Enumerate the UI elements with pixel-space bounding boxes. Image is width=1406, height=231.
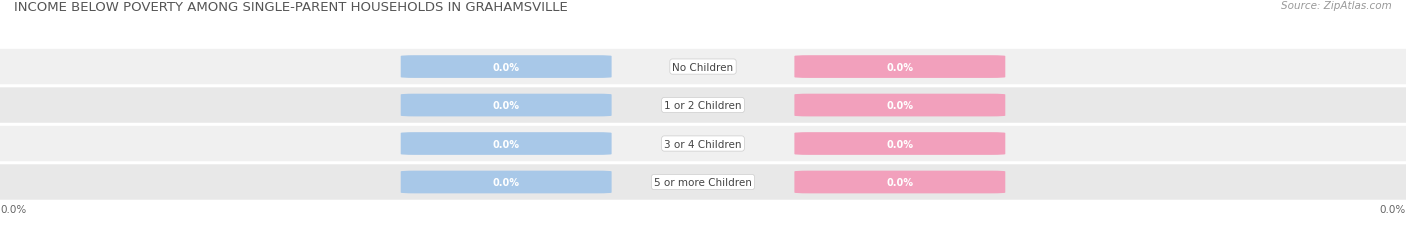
Text: 0.0%: 0.0%	[886, 177, 914, 187]
Text: 0.0%: 0.0%	[492, 177, 520, 187]
Text: Source: ZipAtlas.com: Source: ZipAtlas.com	[1281, 1, 1392, 11]
Text: 0.0%: 0.0%	[886, 101, 914, 111]
Text: 0.0%: 0.0%	[492, 139, 520, 149]
FancyBboxPatch shape	[794, 56, 1005, 79]
Text: 0.0%: 0.0%	[886, 62, 914, 72]
FancyBboxPatch shape	[0, 126, 1406, 161]
Text: No Children: No Children	[672, 62, 734, 72]
Text: 0.0%: 0.0%	[1379, 204, 1406, 214]
Text: 5 or more Children: 5 or more Children	[654, 177, 752, 187]
FancyBboxPatch shape	[401, 56, 612, 79]
Text: INCOME BELOW POVERTY AMONG SINGLE-PARENT HOUSEHOLDS IN GRAHAMSVILLE: INCOME BELOW POVERTY AMONG SINGLE-PARENT…	[14, 1, 568, 14]
FancyBboxPatch shape	[794, 94, 1005, 117]
FancyBboxPatch shape	[0, 88, 1406, 123]
Text: 1 or 2 Children: 1 or 2 Children	[664, 101, 742, 111]
FancyBboxPatch shape	[401, 94, 612, 117]
FancyBboxPatch shape	[794, 133, 1005, 155]
FancyBboxPatch shape	[401, 133, 612, 155]
FancyBboxPatch shape	[0, 50, 1406, 85]
FancyBboxPatch shape	[794, 171, 1005, 194]
Text: 0.0%: 0.0%	[492, 62, 520, 72]
FancyBboxPatch shape	[401, 171, 612, 194]
Text: 0.0%: 0.0%	[0, 204, 27, 214]
Text: 0.0%: 0.0%	[492, 101, 520, 111]
Text: 3 or 4 Children: 3 or 4 Children	[664, 139, 742, 149]
FancyBboxPatch shape	[0, 164, 1406, 200]
Text: 0.0%: 0.0%	[886, 139, 914, 149]
